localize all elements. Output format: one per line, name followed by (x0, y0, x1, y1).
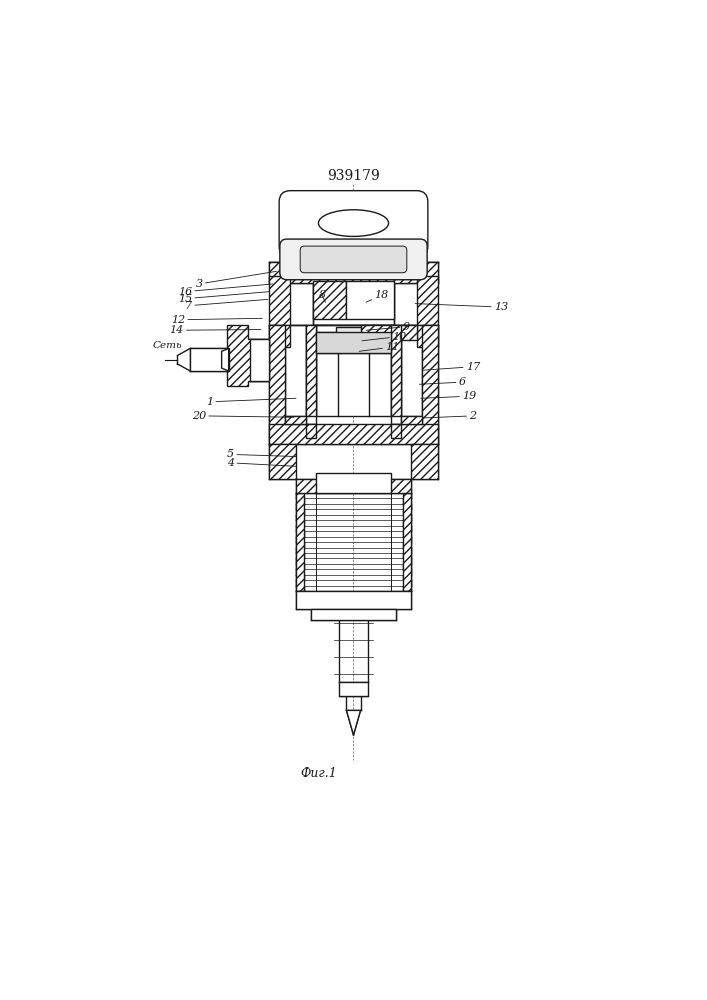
Text: 8: 8 (318, 290, 325, 302)
Polygon shape (346, 281, 395, 319)
Polygon shape (411, 444, 438, 479)
Bar (401, 325, 422, 416)
Polygon shape (416, 276, 438, 325)
Polygon shape (227, 325, 269, 386)
Polygon shape (339, 682, 368, 696)
FancyBboxPatch shape (280, 239, 427, 280)
Text: 12: 12 (171, 315, 262, 325)
Polygon shape (296, 493, 305, 591)
Polygon shape (336, 327, 361, 340)
Text: 16: 16 (178, 284, 273, 297)
Bar (316, 473, 391, 493)
Polygon shape (269, 444, 296, 479)
Polygon shape (269, 424, 438, 444)
Text: 1: 1 (206, 397, 296, 407)
Bar (285, 325, 306, 416)
Polygon shape (296, 479, 411, 493)
Text: 2: 2 (423, 411, 477, 421)
Text: 18: 18 (366, 290, 389, 302)
Polygon shape (312, 281, 346, 319)
Text: 14: 14 (170, 325, 261, 335)
Text: 13: 13 (415, 302, 508, 312)
Polygon shape (269, 262, 438, 283)
Polygon shape (269, 325, 285, 444)
Text: 10: 10 (362, 332, 407, 342)
Polygon shape (361, 325, 416, 340)
Polygon shape (316, 332, 391, 353)
Ellipse shape (318, 210, 389, 236)
Text: 6: 6 (419, 377, 466, 387)
Text: Фиг.1: Фиг.1 (300, 767, 337, 780)
FancyBboxPatch shape (300, 246, 407, 273)
Polygon shape (346, 710, 361, 735)
Text: 19: 19 (421, 391, 477, 401)
Text: 7: 7 (185, 299, 268, 311)
Text: 17: 17 (422, 362, 480, 372)
Polygon shape (391, 416, 422, 438)
Text: 20: 20 (192, 411, 294, 421)
Text: 5: 5 (227, 449, 296, 459)
FancyBboxPatch shape (279, 191, 428, 257)
Polygon shape (391, 325, 401, 416)
Polygon shape (402, 493, 411, 591)
Text: 3: 3 (196, 271, 276, 289)
Polygon shape (221, 348, 228, 371)
Polygon shape (306, 325, 316, 416)
Polygon shape (269, 276, 291, 325)
Polygon shape (190, 348, 228, 371)
Polygon shape (311, 609, 396, 620)
Bar (316, 325, 391, 416)
Polygon shape (296, 591, 411, 609)
Polygon shape (285, 416, 316, 438)
Text: 4: 4 (227, 458, 296, 468)
Polygon shape (416, 325, 438, 347)
Text: 9: 9 (366, 322, 410, 332)
Polygon shape (269, 325, 291, 347)
Text: 15: 15 (178, 292, 269, 304)
Bar (312, 276, 395, 325)
Text: 939179: 939179 (327, 169, 380, 183)
Text: 11: 11 (359, 342, 399, 352)
Polygon shape (422, 325, 438, 444)
Text: Сеть: Сеть (153, 341, 182, 350)
Bar (250, 339, 269, 381)
